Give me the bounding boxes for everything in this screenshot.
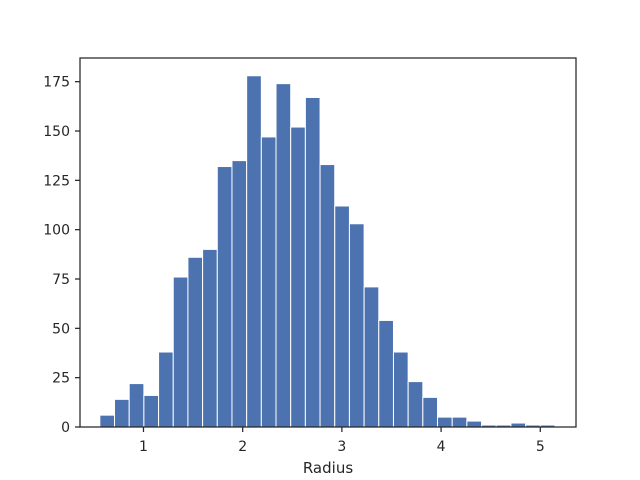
histogram-bar (114, 398, 130, 428)
y-tick-label: 100 (43, 223, 70, 239)
histogram-bar (231, 160, 248, 428)
y-tick-label: 125 (43, 173, 70, 189)
x-tick-label: 3 (337, 439, 346, 455)
y-tick-label: 150 (43, 124, 70, 140)
histogram-bar (290, 126, 306, 428)
x-tick-label: 5 (536, 439, 545, 455)
histogram-bar (202, 248, 218, 428)
histogram-bar (466, 420, 483, 428)
histogram-bar (128, 383, 145, 428)
histogram-bar (437, 416, 453, 428)
histogram-bar (407, 381, 424, 428)
histogram-bar (378, 319, 394, 428)
histogram-bar (158, 351, 174, 428)
histogram-bar (363, 286, 380, 428)
histogram-bar (319, 164, 336, 428)
histogram-bar (451, 416, 468, 428)
x-tick-label: 1 (139, 439, 148, 455)
y-tick-label: 25 (52, 371, 70, 387)
y-tick-label: 50 (52, 321, 70, 337)
histogram-bar (422, 396, 439, 428)
x-tick-label: 4 (437, 439, 446, 455)
y-tick-label: 75 (52, 272, 70, 288)
histogram-bar (275, 83, 292, 428)
x-axis-ticks: 1 2 3 4 5 (139, 427, 545, 455)
histogram-bar (246, 75, 262, 428)
histogram-bar (172, 276, 189, 428)
histogram-bar (392, 351, 409, 428)
x-axis-title: Radius (303, 459, 353, 477)
histogram-bar (304, 96, 321, 428)
histogram-bar (216, 166, 233, 428)
histogram-bar (260, 136, 277, 428)
plot-frame (79, 57, 577, 428)
histogram-bars (99, 75, 556, 428)
histogram-bar (143, 394, 160, 428)
histogram-bar (187, 256, 204, 428)
y-tick-label: 175 (43, 75, 70, 91)
y-axis-ticks: 0 25 50 75 100 125 150 175 (43, 75, 80, 436)
histogram-bar (99, 414, 116, 428)
x-tick-label: 2 (238, 439, 247, 455)
y-tick-label: 0 (61, 420, 70, 436)
histogram-bar (334, 205, 350, 428)
histogram-bar (348, 223, 365, 428)
